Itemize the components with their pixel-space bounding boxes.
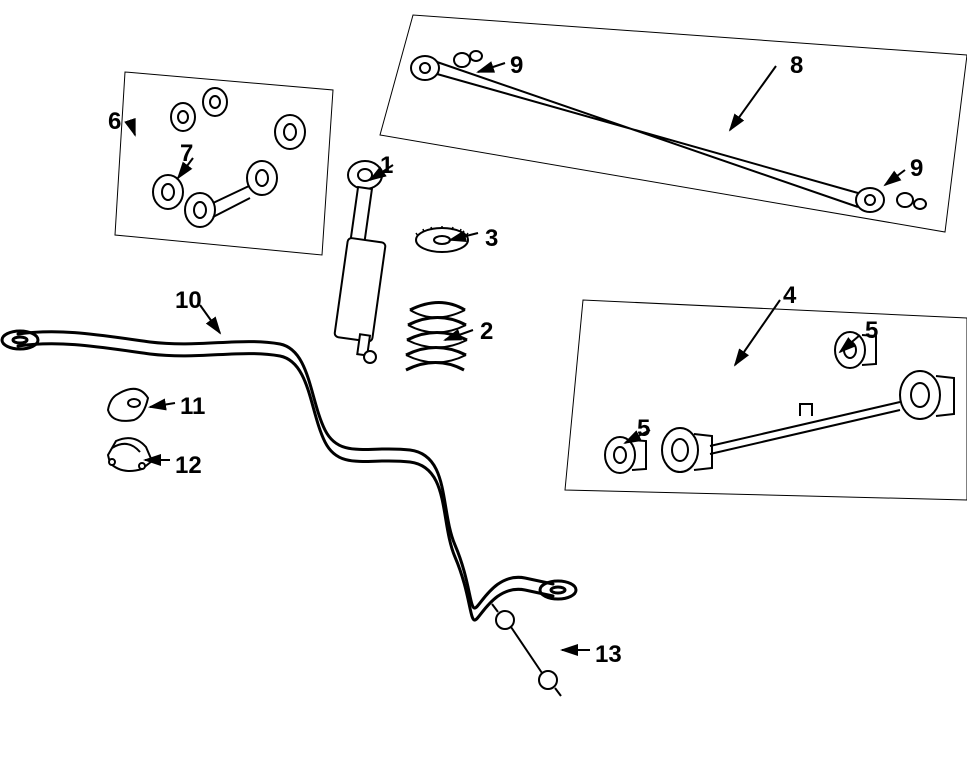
stabilizer-bar [2,331,576,620]
rod-bushing-right [897,193,926,209]
upper-arm-bushing-right [275,115,305,149]
callout-shock-absorber: 1 [380,152,393,180]
callout-lower-arm-bushing-a: 5 [637,415,650,443]
upper-arm-bushing-left [153,175,183,209]
callout-lateral-track-rod: 8 [790,52,803,80]
callout-stabilizer-bushing: 11 [180,393,205,421]
rod-bushing-left [454,51,482,67]
lower-control-arm [605,332,954,473]
callout-rod-bushing-a: 9 [510,52,523,80]
callout-coil-spring: 2 [480,318,493,346]
callout-stabilizer-link: 13 [595,641,622,669]
callout-lower-arm-bushing-b: 5 [865,317,878,345]
upper-control-arm [153,88,305,227]
callout-stabilizer-bar: 10 [175,287,202,315]
spring-seat [416,226,468,252]
callout-upper-control-arm: 6 [108,108,121,136]
leader-arrows [130,63,905,650]
callout-lower-control-arm: 4 [783,282,796,310]
lateral-rod [411,51,926,212]
callout-spring-seat: 3 [485,225,498,253]
callout-bushing-bracket: 12 [175,452,202,480]
stabilizer-link [492,604,561,696]
parts-diagram-svg [0,0,967,764]
callout-rod-bushing-b: 9 [910,155,923,183]
callout-upper-arm-bushing: 7 [180,140,193,168]
shock-absorber [334,161,386,363]
stabilizer-bushing [108,389,148,421]
bushing-bracket [108,438,152,471]
group-boxes [115,15,967,500]
